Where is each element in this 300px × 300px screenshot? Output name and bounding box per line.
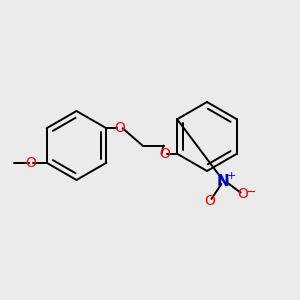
Text: O: O (26, 156, 37, 170)
Text: O: O (238, 187, 248, 200)
Text: O: O (159, 147, 170, 161)
Text: +: + (226, 171, 236, 181)
Text: −: − (246, 185, 257, 199)
Text: N: N (217, 174, 230, 189)
Text: O: O (205, 194, 215, 208)
Text: O: O (114, 121, 125, 135)
